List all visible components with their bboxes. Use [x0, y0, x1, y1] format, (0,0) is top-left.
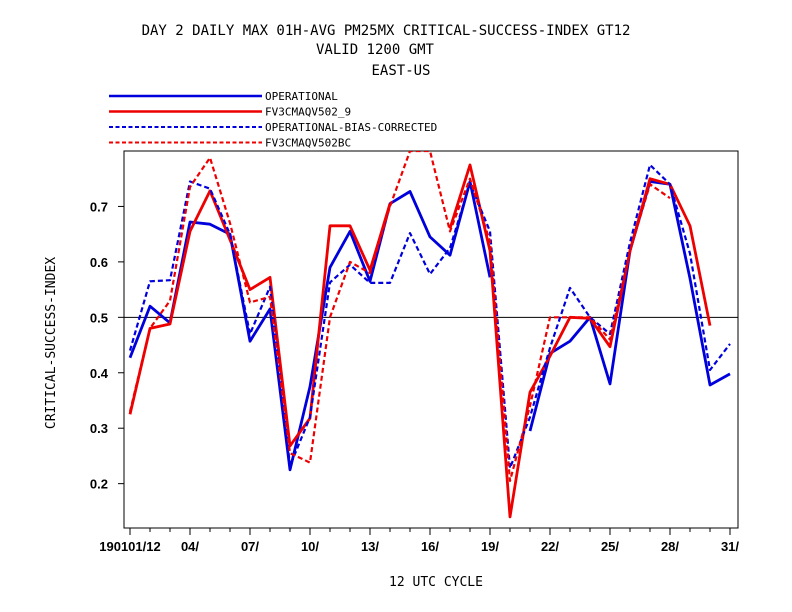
x-tick-label: 10/: [301, 539, 319, 554]
y-axis-label: CRITICAL-SUCCESS-INDEX: [44, 257, 59, 429]
y-tick-label: 0.6: [90, 255, 108, 270]
y-tick-label: 0.5: [90, 310, 108, 325]
x-tick-label: 07/: [241, 539, 259, 554]
legend: OPERATIONAL FV3CMAQV502_9 OPERATIONAL-BIAS…: [109, 90, 437, 150]
series-line-fv3cmaqv502-9: [128, 163, 712, 519]
y-axis: 0.2 0.3 0.4 0.5 0.6 0.7: [90, 199, 124, 492]
series-group: [128, 151, 731, 519]
x-tick-label: 13/: [361, 539, 379, 554]
legend-label: OPERATIONAL-BIAS-CORRECTED: [265, 121, 437, 134]
legend-label: FV3CMAQV502BC: [265, 137, 351, 150]
series-line-fv3cmaqv502bc: [128, 151, 671, 482]
x-tick-label: 25/: [601, 539, 619, 554]
x-tick-label: 19/: [481, 539, 499, 554]
y-tick-label: 0.3: [90, 421, 108, 436]
y-tick-label: 0.4: [90, 366, 109, 381]
x-tick-label: 28/: [661, 539, 679, 554]
legend-label: OPERATIONAL: [265, 90, 338, 103]
y-tick-label: 0.2: [90, 477, 108, 492]
series-line-operational: [128, 180, 731, 472]
x-tick-label: 31/: [721, 539, 739, 554]
chart-subtitle-region: EAST-US: [371, 63, 430, 79]
x-tick-label: 22/: [541, 539, 559, 554]
chart-subtitle-valid: VALID 1200 GMT: [316, 42, 435, 58]
x-axis: 190101/12 04/07/10/13/16/19/22/25/28/31/: [99, 528, 739, 554]
x-tick-label: 04/: [181, 539, 199, 554]
chart-title: DAY 2 DAILY MAX 01H-AVG PM25MX CRITICAL-…: [142, 23, 631, 39]
x-tick-label: 190101/12: [99, 539, 160, 554]
legend-label: FV3CMAQV502_9: [265, 106, 351, 119]
x-tick-label: 16/: [421, 539, 439, 554]
y-tick-label: 0.7: [90, 199, 108, 214]
x-axis-label: 12 UTC CYCLE: [389, 575, 483, 590]
plot-frame: [123, 150, 739, 529]
